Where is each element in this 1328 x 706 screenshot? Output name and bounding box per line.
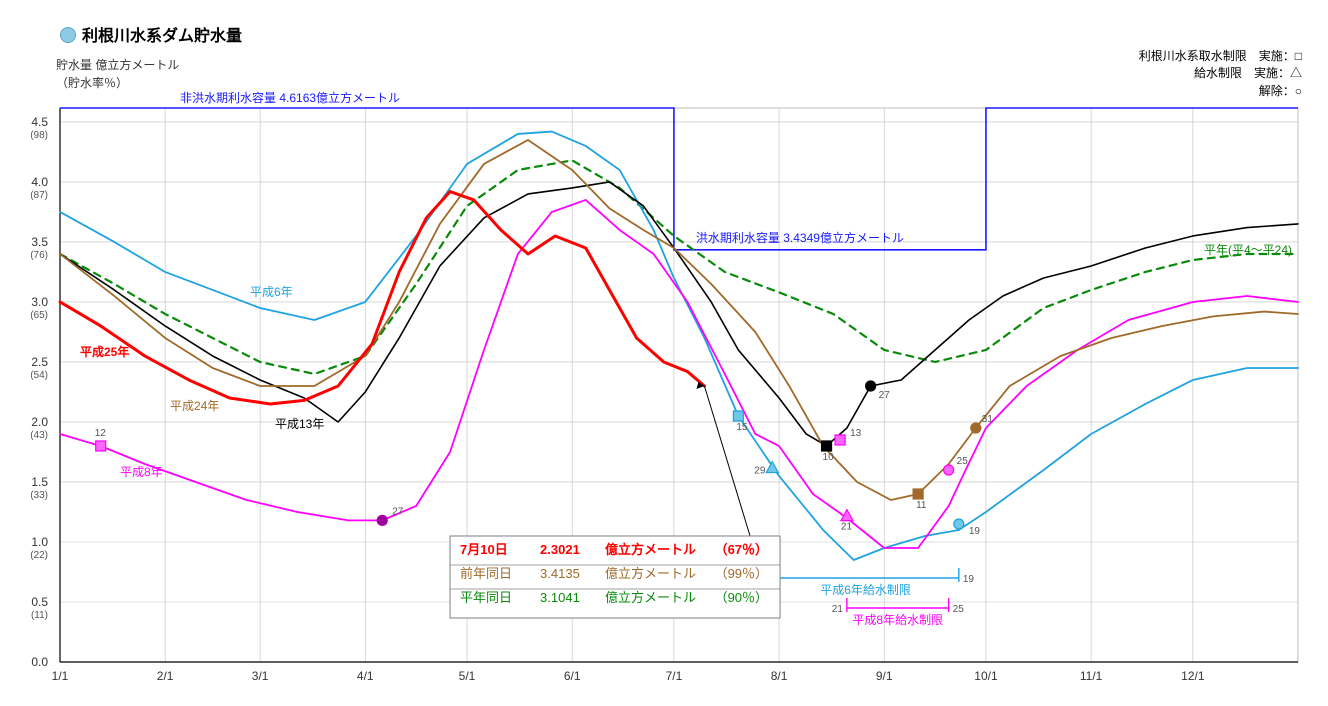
svg-text:(65): (65) bbox=[30, 310, 48, 321]
svg-text:27: 27 bbox=[879, 390, 891, 401]
svg-text:(22): (22) bbox=[30, 550, 48, 561]
svg-text:2.0: 2.0 bbox=[31, 415, 48, 429]
svg-text:7月10日: 7月10日 bbox=[460, 542, 508, 557]
svg-text:5/1: 5/1 bbox=[459, 669, 476, 683]
svg-text:平成25年: 平成25年 bbox=[80, 344, 129, 359]
svg-text:4.5: 4.5 bbox=[31, 115, 48, 129]
svg-text:前年同日: 前年同日 bbox=[460, 566, 512, 581]
svg-text:19: 19 bbox=[969, 526, 981, 537]
svg-text:10/1: 10/1 bbox=[974, 669, 998, 683]
svg-text:1.0: 1.0 bbox=[31, 535, 48, 549]
svg-text:11: 11 bbox=[916, 500, 927, 511]
svg-text:（67％）: （67％） bbox=[715, 542, 768, 557]
svg-text:（90％）: （90％） bbox=[715, 590, 768, 605]
svg-text:21: 21 bbox=[832, 604, 844, 615]
svg-text:(98): (98) bbox=[30, 130, 48, 141]
svg-text:億立方メートル: 億立方メートル bbox=[605, 542, 696, 557]
svg-text:(54): (54) bbox=[30, 370, 48, 381]
svg-text:3.0: 3.0 bbox=[31, 295, 48, 309]
svg-text:12: 12 bbox=[95, 428, 107, 439]
svg-text:19: 19 bbox=[963, 574, 975, 585]
svg-text:平成13年: 平成13年 bbox=[275, 417, 324, 431]
svg-text:9/1: 9/1 bbox=[876, 669, 893, 683]
svg-text:(43): (43) bbox=[30, 430, 48, 441]
svg-text:洪水期利水容量 3.4349億立方メートル: 洪水期利水容量 3.4349億立方メートル bbox=[696, 230, 904, 245]
svg-text:2/1: 2/1 bbox=[157, 669, 174, 683]
svg-text:6/1: 6/1 bbox=[564, 669, 581, 683]
svg-text:10: 10 bbox=[823, 452, 835, 463]
svg-text:2.5: 2.5 bbox=[31, 355, 48, 369]
svg-text:(33): (33) bbox=[30, 490, 48, 501]
svg-text:0.0: 0.0 bbox=[31, 655, 48, 669]
svg-text:3.5: 3.5 bbox=[31, 235, 48, 249]
svg-text:3.4135: 3.4135 bbox=[540, 566, 580, 581]
svg-text:平成8年給水制限: 平成8年給水制限 bbox=[852, 613, 943, 627]
svg-text:億立方メートル: 億立方メートル bbox=[605, 566, 696, 581]
svg-text:1.5: 1.5 bbox=[31, 475, 48, 489]
svg-text:平年(平4～平24): 平年(平4～平24) bbox=[1204, 243, 1292, 257]
svg-text:0.5: 0.5 bbox=[31, 595, 48, 609]
svg-text:非洪水期利水容量 4.6163億立方メートル: 非洪水期利水容量 4.6163億立方メートル bbox=[180, 90, 400, 105]
svg-text:平成6年: 平成6年 bbox=[250, 285, 293, 299]
svg-text:3/1: 3/1 bbox=[252, 669, 269, 683]
svg-text:8/1: 8/1 bbox=[771, 669, 788, 683]
svg-text:25: 25 bbox=[957, 456, 969, 467]
svg-text:29: 29 bbox=[754, 466, 766, 477]
svg-text:13: 13 bbox=[850, 428, 862, 439]
svg-text:25: 25 bbox=[953, 604, 965, 615]
svg-text:平年同日: 平年同日 bbox=[460, 590, 512, 605]
svg-text:（99％）: （99％） bbox=[715, 566, 768, 581]
svg-text:7/1: 7/1 bbox=[666, 669, 683, 683]
chart: 0.0 0.5(11) 1.0(22) 1.5(33) 2.0(43) 2.5(54) 3.… bbox=[0, 0, 1328, 706]
svg-text:4.0: 4.0 bbox=[31, 175, 48, 189]
svg-text:平成6年給水制限: 平成6年給水制限 bbox=[820, 583, 911, 597]
svg-text:31: 31 bbox=[982, 414, 994, 425]
svg-text:(76): (76) bbox=[30, 250, 48, 261]
svg-text:15: 15 bbox=[736, 422, 748, 433]
svg-text:21: 21 bbox=[841, 522, 853, 533]
svg-text:平成8年: 平成8年 bbox=[120, 465, 163, 479]
svg-text:1/1: 1/1 bbox=[52, 669, 69, 683]
svg-text:12/1: 12/1 bbox=[1181, 669, 1205, 683]
svg-text:2.3021: 2.3021 bbox=[540, 542, 580, 557]
svg-text:(87): (87) bbox=[30, 190, 48, 201]
svg-text:3.1041: 3.1041 bbox=[540, 590, 580, 605]
svg-text:平成24年: 平成24年 bbox=[170, 399, 219, 413]
svg-text:27: 27 bbox=[392, 506, 404, 517]
svg-text:億立方メートル: 億立方メートル bbox=[605, 590, 696, 605]
svg-text:(11): (11) bbox=[31, 610, 48, 621]
svg-text:11/1: 11/1 bbox=[1080, 669, 1103, 683]
svg-text:4/1: 4/1 bbox=[357, 669, 374, 683]
